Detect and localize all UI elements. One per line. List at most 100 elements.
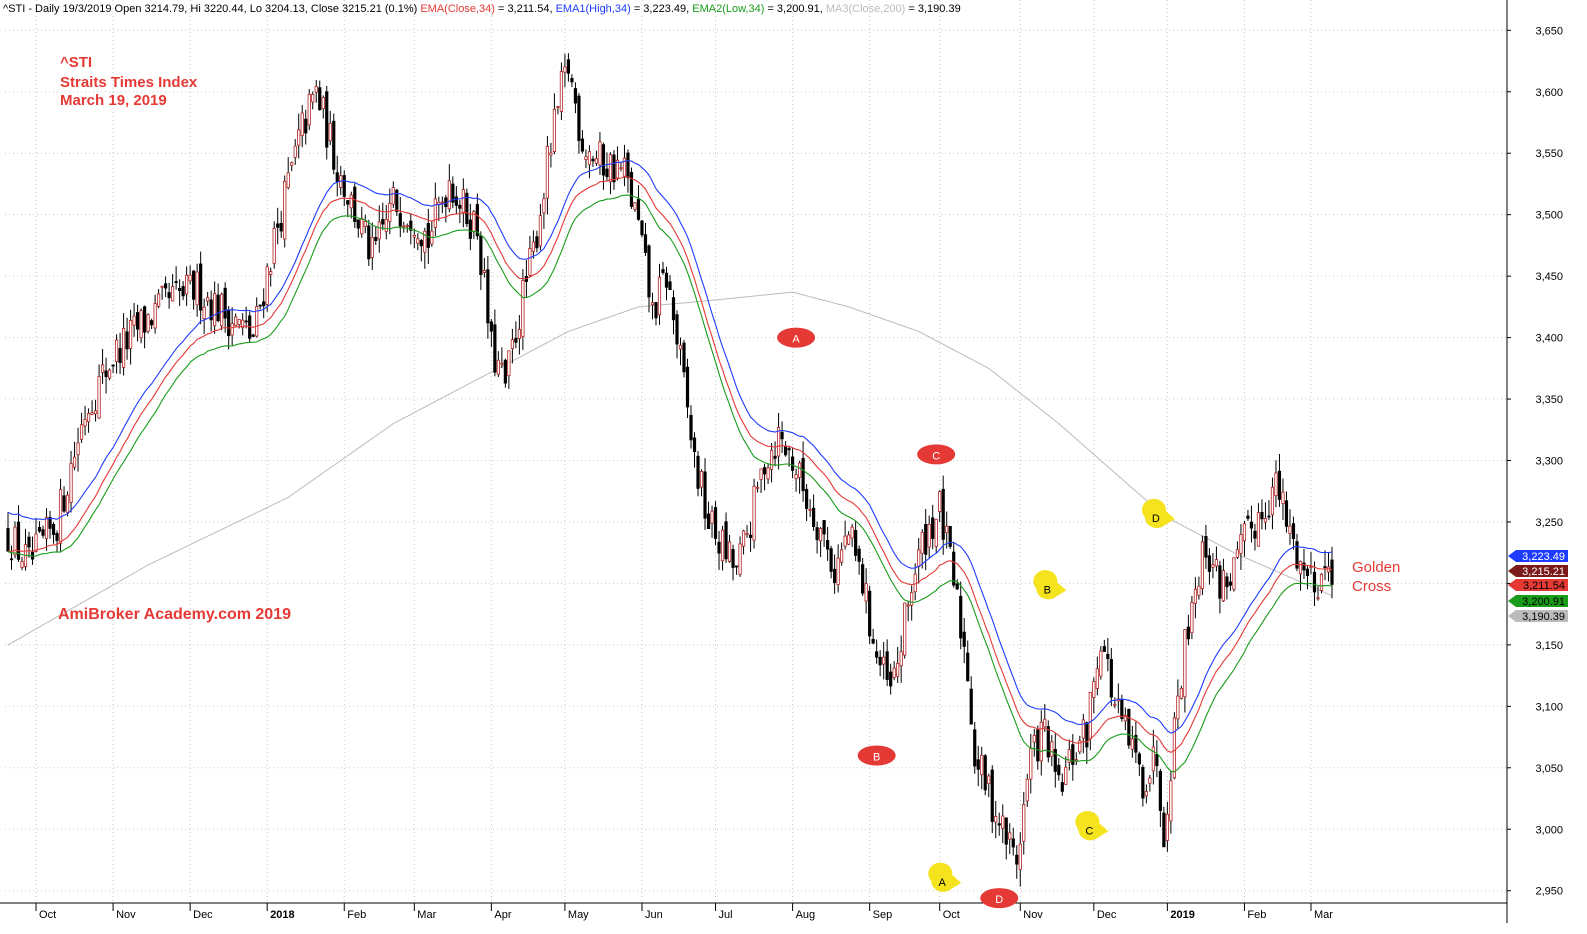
candle-body	[100, 364, 105, 373]
candle-body	[496, 359, 500, 375]
candle-body	[342, 175, 346, 197]
wave-marker-d: D	[980, 888, 1019, 909]
candle-body	[419, 240, 423, 247]
x-tick-label: Jun	[645, 909, 663, 921]
candle-body	[1022, 804, 1026, 842]
candle-body	[847, 534, 851, 545]
candle-body	[538, 215, 543, 247]
candle-body	[360, 218, 364, 235]
candle-body	[931, 517, 935, 539]
x-tick-label: Nov	[116, 909, 136, 921]
candle-body	[1277, 470, 1282, 500]
x-tick-label: Oct	[39, 909, 56, 921]
candle-body	[1267, 515, 1271, 518]
candle-body	[1253, 530, 1257, 539]
candle-body	[328, 122, 332, 142]
candle-body	[1242, 523, 1247, 542]
candle-body	[62, 495, 66, 512]
candle-body	[766, 467, 770, 480]
candle-body	[258, 304, 262, 307]
price-label-text: 3,211.54	[1523, 580, 1565, 592]
candle-body	[237, 319, 241, 325]
marker-shape	[928, 862, 962, 892]
candle-body	[447, 180, 451, 210]
candle-body	[510, 339, 514, 350]
x-tick-label: Dec	[193, 909, 213, 921]
candle-body	[1127, 708, 1131, 746]
wave-marker-c: C	[917, 444, 956, 465]
y-tick-label: 3,550	[1535, 148, 1563, 160]
candle-body	[458, 204, 462, 209]
candle-body	[356, 219, 360, 229]
candle-body	[790, 456, 795, 471]
candle-body	[1270, 486, 1275, 516]
candle-body	[808, 509, 812, 511]
candle-body	[69, 463, 73, 503]
candle-body	[1204, 536, 1208, 558]
candle-body	[1235, 549, 1240, 558]
price-label: 3,223.49	[1508, 550, 1568, 563]
candle-body	[1183, 629, 1187, 698]
marker-shape	[857, 745, 896, 766]
candle-body	[297, 129, 301, 146]
candle-body	[1141, 766, 1145, 799]
candle-body	[805, 488, 809, 509]
candle-body	[121, 327, 126, 368]
x-tick-label: Aug	[796, 909, 816, 921]
candle-body	[9, 558, 14, 561]
candle-body	[79, 424, 84, 440]
candle-body	[990, 769, 994, 822]
candle-body	[577, 95, 581, 141]
candle-body	[1239, 534, 1243, 554]
candle-body	[1015, 854, 1019, 865]
candle-body	[1162, 812, 1166, 848]
chart-grid	[0, 0, 1508, 923]
candle-body	[1095, 668, 1099, 689]
candle-body	[535, 236, 539, 249]
candle-body	[615, 159, 620, 179]
candle-body	[769, 449, 774, 470]
candle-body	[114, 339, 119, 362]
marker-label: D	[1152, 513, 1160, 525]
candle-body	[107, 369, 112, 379]
candle-body	[1102, 646, 1106, 652]
price-label-bg	[1508, 565, 1568, 577]
candle-body	[959, 595, 963, 639]
candle-body	[86, 413, 91, 423]
candle-body	[868, 590, 872, 637]
candle-body	[1225, 576, 1229, 588]
candle-body	[882, 656, 886, 665]
watermark: AmiBroker Academy.com 2019	[58, 606, 291, 623]
candle-body	[924, 524, 928, 555]
candle-body	[1190, 602, 1194, 634]
candle-body	[1067, 749, 1071, 763]
candle-body	[1186, 626, 1190, 640]
marker-shape	[1141, 498, 1175, 529]
candle-body	[734, 565, 739, 568]
candle-body	[745, 533, 749, 535]
price-labels: 3,223.49 3,215.21 3,211.54 3,200.91 3,190.39	[1508, 550, 1568, 623]
candle-body	[952, 551, 956, 586]
golden-cross-line-1: Golden	[1352, 559, 1400, 576]
price-label-bg	[1508, 595, 1568, 607]
candle-body	[321, 97, 325, 109]
x-tick-label: 2018	[270, 909, 294, 921]
candle-body	[545, 146, 550, 199]
candle-body	[903, 602, 907, 656]
ema-low-line	[7, 194, 1333, 773]
candle-body	[185, 274, 189, 295]
candle-body	[812, 507, 816, 527]
y-tick-label: 3,500	[1535, 210, 1563, 222]
candle-body	[1155, 754, 1159, 767]
candle-body	[994, 816, 998, 823]
candle-body	[1137, 753, 1141, 765]
candle-body	[857, 548, 861, 562]
candle-body	[878, 656, 882, 666]
candle-body	[216, 294, 220, 322]
price-label-bg	[1508, 579, 1568, 591]
candle-body	[783, 445, 788, 456]
x-tick-label: Dec	[1097, 909, 1117, 921]
candle-body	[27, 536, 31, 548]
candle-body	[1218, 565, 1222, 599]
candle-body	[276, 223, 280, 228]
